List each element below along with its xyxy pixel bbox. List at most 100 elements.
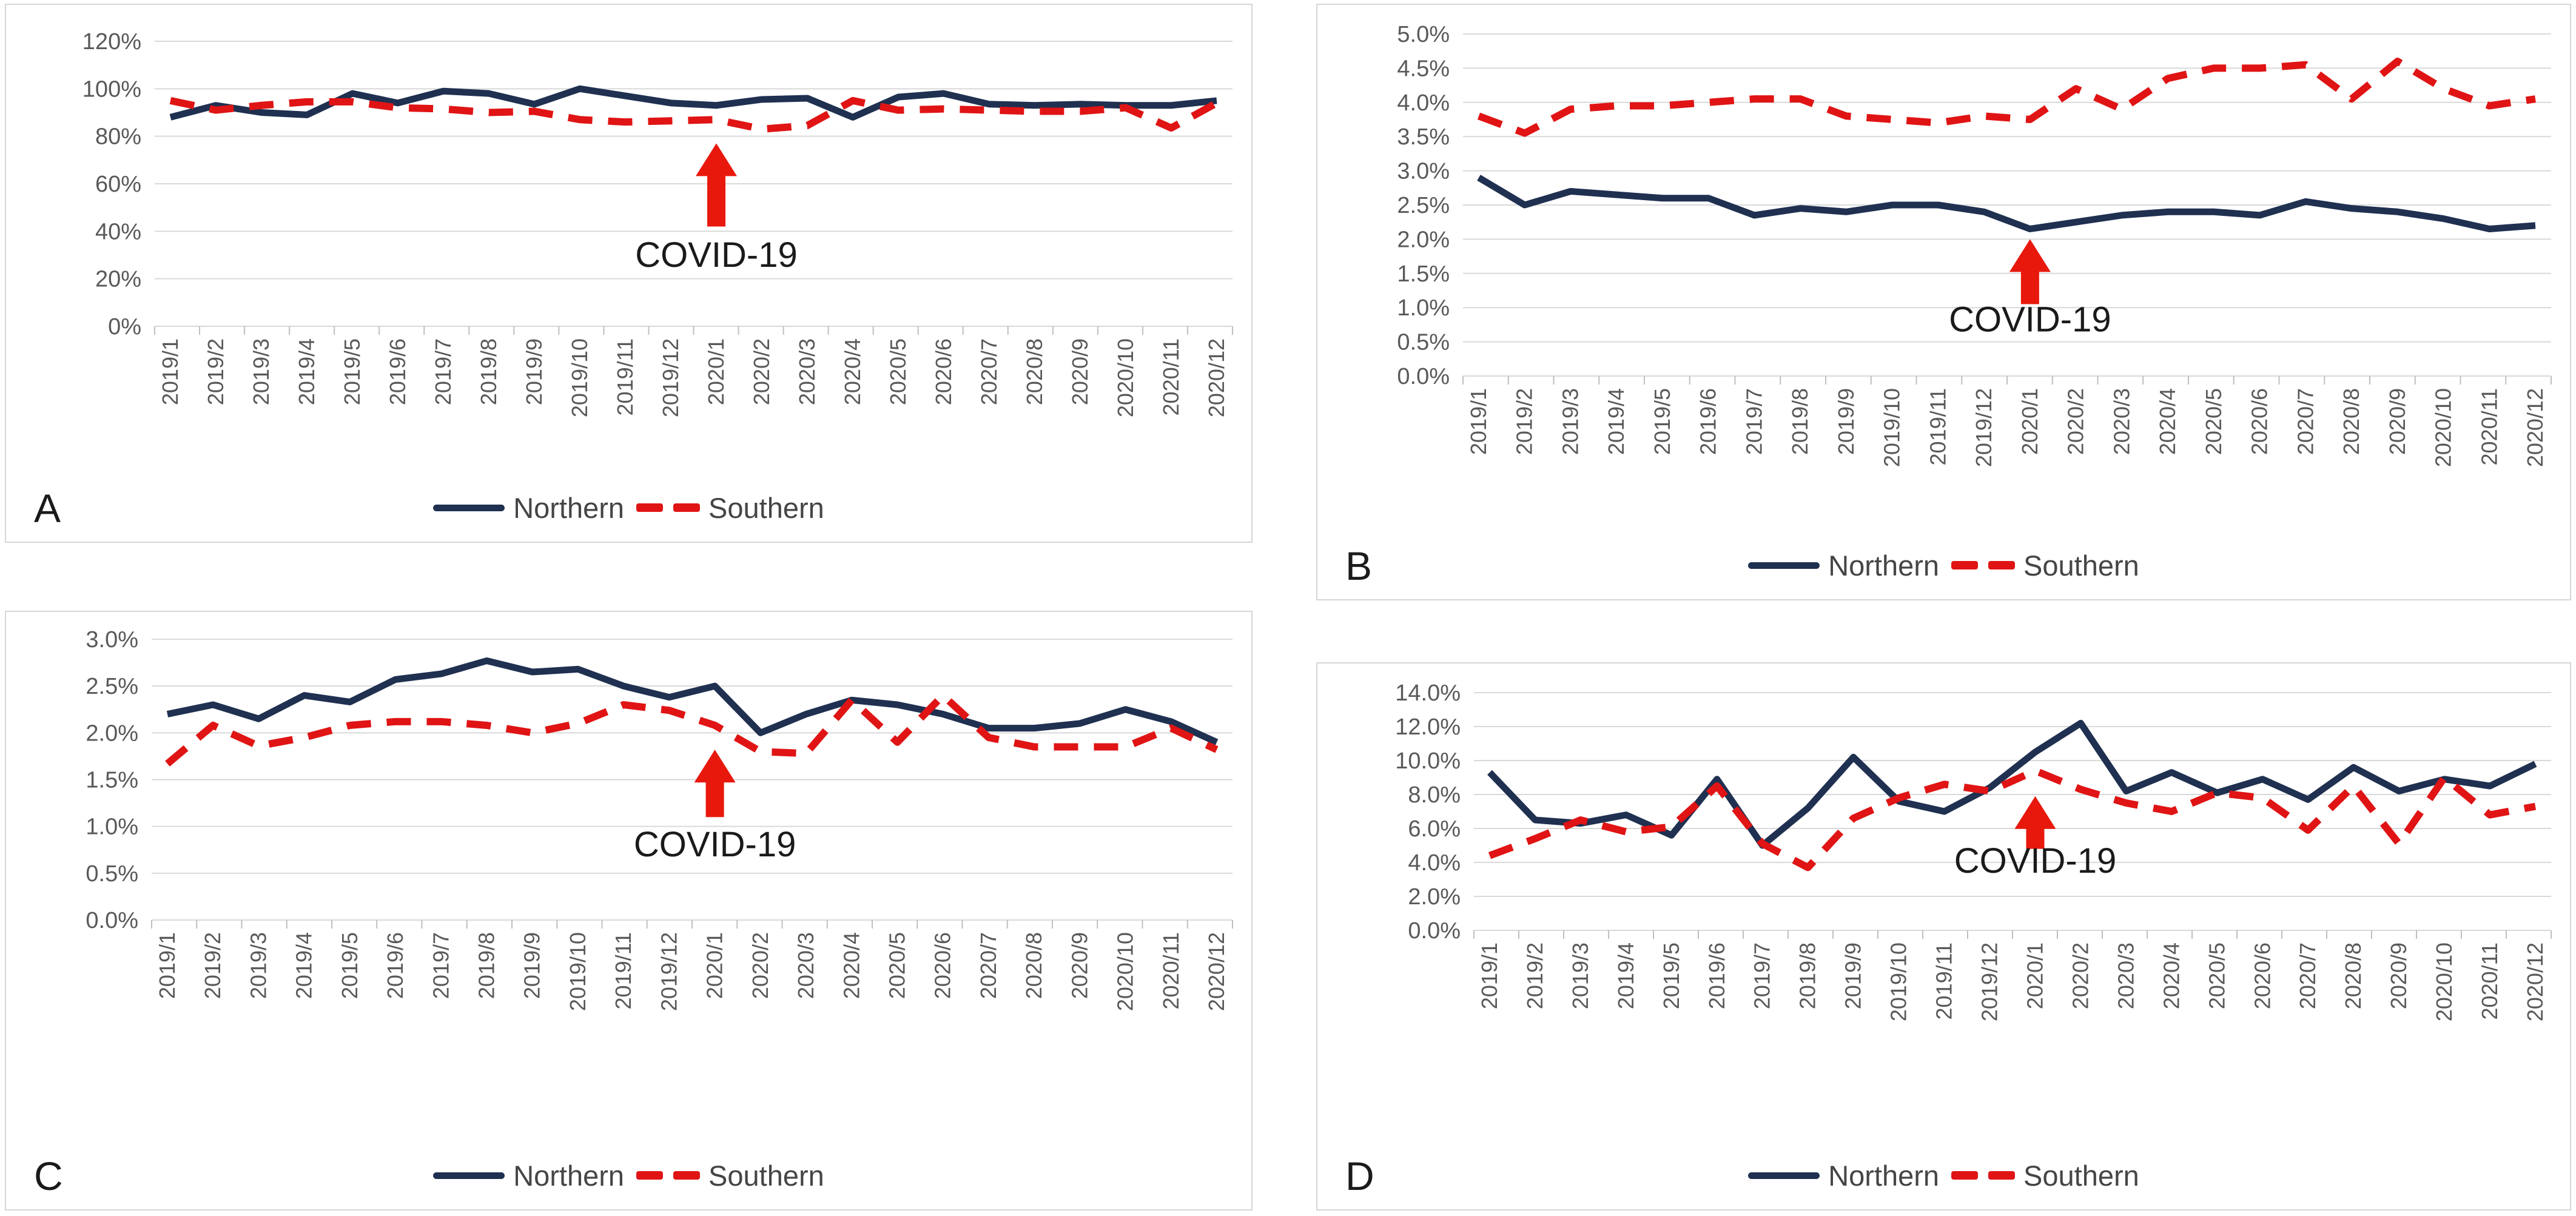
panel-d-label: D — [1345, 1154, 1374, 1198]
svg-text:2020/9: 2020/9 — [2386, 942, 2411, 1009]
svg-text:2020/7: 2020/7 — [977, 338, 1001, 405]
svg-text:0.5%: 0.5% — [1397, 330, 1450, 355]
svg-text:2019/11: 2019/11 — [1932, 942, 1957, 1019]
svg-text:2019/6: 2019/6 — [1704, 942, 1729, 1009]
svg-text:2020/12: 2020/12 — [1204, 338, 1229, 417]
svg-text:1.5%: 1.5% — [1397, 261, 1450, 287]
svg-text:2020/5: 2020/5 — [886, 338, 910, 405]
svg-text:2019/11: 2019/11 — [613, 338, 637, 415]
svg-text:2019/5: 2019/5 — [1650, 388, 1675, 455]
svg-text:14.0%: 14.0% — [1395, 680, 1461, 706]
svg-text:2019/8: 2019/8 — [1795, 942, 1820, 1009]
panel-c: 0.0% 0.5% 1.0% 1.5% 2.0% 2.5% 3.0% 2019/1 2019/2… — [5, 611, 1253, 1211]
legend-item-southern: Southern — [1951, 1159, 2139, 1192]
svg-text:2020/8: 2020/8 — [1021, 932, 1046, 999]
northern-line-swatch-icon — [433, 1172, 505, 1179]
svg-text:5.0%: 5.0% — [1397, 22, 1450, 47]
legend-item-northern: Northern — [433, 1159, 624, 1192]
legend-item-northern: Northern — [433, 491, 624, 525]
panel-d: 0.0% 2.0% 4.0% 6.0% 8.0% 10.0% 12.0% 14.0% 2019/… — [1316, 662, 2571, 1211]
svg-text:2020/4: 2020/4 — [2155, 388, 2180, 455]
svg-text:2019/12: 2019/12 — [656, 932, 681, 1011]
panel-d-footer: D Northern Southern — [1317, 1141, 2570, 1209]
panel-a-footer: A Northern Southern — [6, 474, 1251, 542]
panel-a-label: A — [34, 486, 61, 531]
svg-text:0.0%: 0.0% — [1397, 364, 1450, 389]
svg-text:1.5%: 1.5% — [86, 768, 138, 793]
legend-northern-label: Northern — [1828, 549, 1940, 582]
svg-text:2019/2: 2019/2 — [200, 932, 225, 999]
svg-text:2020/2: 2020/2 — [748, 932, 773, 999]
svg-text:2019/1: 2019/1 — [155, 932, 180, 999]
svg-text:120%: 120% — [82, 29, 141, 55]
panel-b-footer: B Northern Southern — [1317, 531, 2570, 599]
svg-text:2019/2: 2019/2 — [1522, 942, 1547, 1009]
svg-text:2020/11: 2020/11 — [2477, 388, 2501, 465]
svg-text:2020/6: 2020/6 — [2250, 942, 2275, 1009]
legend-northern-label: Northern — [513, 491, 625, 524]
svg-text:2019/4: 2019/4 — [292, 932, 317, 999]
svg-text:2019/3: 2019/3 — [1568, 942, 1593, 1009]
legend-southern-label: Southern — [708, 491, 824, 524]
svg-text:1.0%: 1.0% — [1397, 295, 1450, 321]
svg-text:2.5%: 2.5% — [1397, 193, 1450, 218]
svg-text:2020/7: 2020/7 — [2293, 388, 2318, 455]
svg-text:4.0%: 4.0% — [1408, 850, 1461, 876]
southern-dash-swatch-icon — [636, 1171, 701, 1180]
northern-line-swatch-icon — [1748, 562, 1820, 569]
svg-text:2020/1: 2020/1 — [702, 932, 727, 999]
svg-text:40%: 40% — [95, 219, 141, 244]
panel-b-label: B — [1345, 543, 1373, 588]
svg-text:2019/1: 2019/1 — [1466, 388, 1491, 455]
svg-text:2020/2: 2020/2 — [2063, 388, 2088, 455]
svg-text:2020/3: 2020/3 — [793, 932, 818, 999]
svg-text:2020/9: 2020/9 — [1068, 338, 1092, 405]
svg-text:2020/4: 2020/4 — [2159, 942, 2184, 1009]
legend-southern-label: Southern — [708, 1159, 824, 1192]
svg-text:2019/6: 2019/6 — [385, 338, 410, 405]
svg-text:2019/8: 2019/8 — [476, 338, 501, 405]
panel-b: 0.0% 0.5% 1.0% 1.5% 2.0% 2.5% 3.0% 3.5% 4.0% 4.5%… — [1316, 4, 2571, 600]
svg-text:0.5%: 0.5% — [86, 861, 138, 887]
svg-text:12.0%: 12.0% — [1395, 714, 1461, 740]
svg-text:2020/3: 2020/3 — [2109, 388, 2134, 455]
legend-item-northern: Northern — [1748, 549, 1939, 582]
svg-text:2.0%: 2.0% — [1408, 884, 1461, 910]
svg-text:2019/9: 2019/9 — [1841, 942, 1866, 1009]
chart-c-plot: 0.0% 0.5% 1.0% 1.5% 2.0% 2.5% 3.0% 2019/1 2019/2… — [86, 627, 1233, 1011]
legend-item-northern: Northern — [1748, 1159, 1939, 1192]
svg-text:2020/7: 2020/7 — [976, 932, 1001, 999]
svg-text:2019/7: 2019/7 — [1741, 388, 1766, 455]
svg-text:2019/8: 2019/8 — [1787, 388, 1812, 455]
svg-text:2019/10: 2019/10 — [1886, 942, 1911, 1021]
svg-text:2019/11: 2019/11 — [611, 932, 636, 1009]
svg-text:2.0%: 2.0% — [86, 721, 138, 746]
svg-text:2020/8: 2020/8 — [1022, 338, 1047, 405]
svg-text:2019/9: 2019/9 — [520, 932, 545, 999]
svg-text:2019/3: 2019/3 — [1558, 388, 1582, 455]
svg-text:2019/7: 2019/7 — [1750, 942, 1775, 1009]
legend-item-southern: Southern — [636, 1159, 824, 1192]
northern-line-swatch-icon — [433, 504, 505, 511]
svg-text:2020/4: 2020/4 — [840, 338, 865, 405]
svg-text:2019/9: 2019/9 — [522, 338, 546, 405]
panel-b-legend: Northern Southern — [1748, 549, 2139, 582]
svg-text:2019/6: 2019/6 — [1696, 388, 1721, 455]
svg-text:2019/2: 2019/2 — [1512, 388, 1537, 455]
svg-text:3.5%: 3.5% — [1397, 124, 1450, 150]
svg-text:2019/5: 2019/5 — [337, 932, 362, 999]
svg-text:2019/5: 2019/5 — [1659, 942, 1684, 1009]
svg-text:2020/8: 2020/8 — [2339, 388, 2364, 455]
svg-text:2020/5: 2020/5 — [2204, 942, 2229, 1009]
southern-dash-swatch-icon — [636, 503, 701, 512]
svg-text:2020/7: 2020/7 — [2295, 942, 2320, 1009]
svg-text:2020/10: 2020/10 — [1113, 932, 1138, 1011]
legend-southern-label: Southern — [2023, 1159, 2139, 1192]
panel-a: 0% 20% 40% 60% 80% 100% 120% 2019/1 2019/2 2019/3… — [5, 4, 1253, 543]
svg-text:COVID-19: COVID-19 — [635, 235, 798, 275]
svg-text:2020/1: 2020/1 — [704, 338, 728, 405]
svg-text:2019/8: 2019/8 — [474, 932, 499, 999]
svg-text:0%: 0% — [108, 314, 141, 340]
svg-text:2019/9: 2019/9 — [1834, 388, 1858, 455]
